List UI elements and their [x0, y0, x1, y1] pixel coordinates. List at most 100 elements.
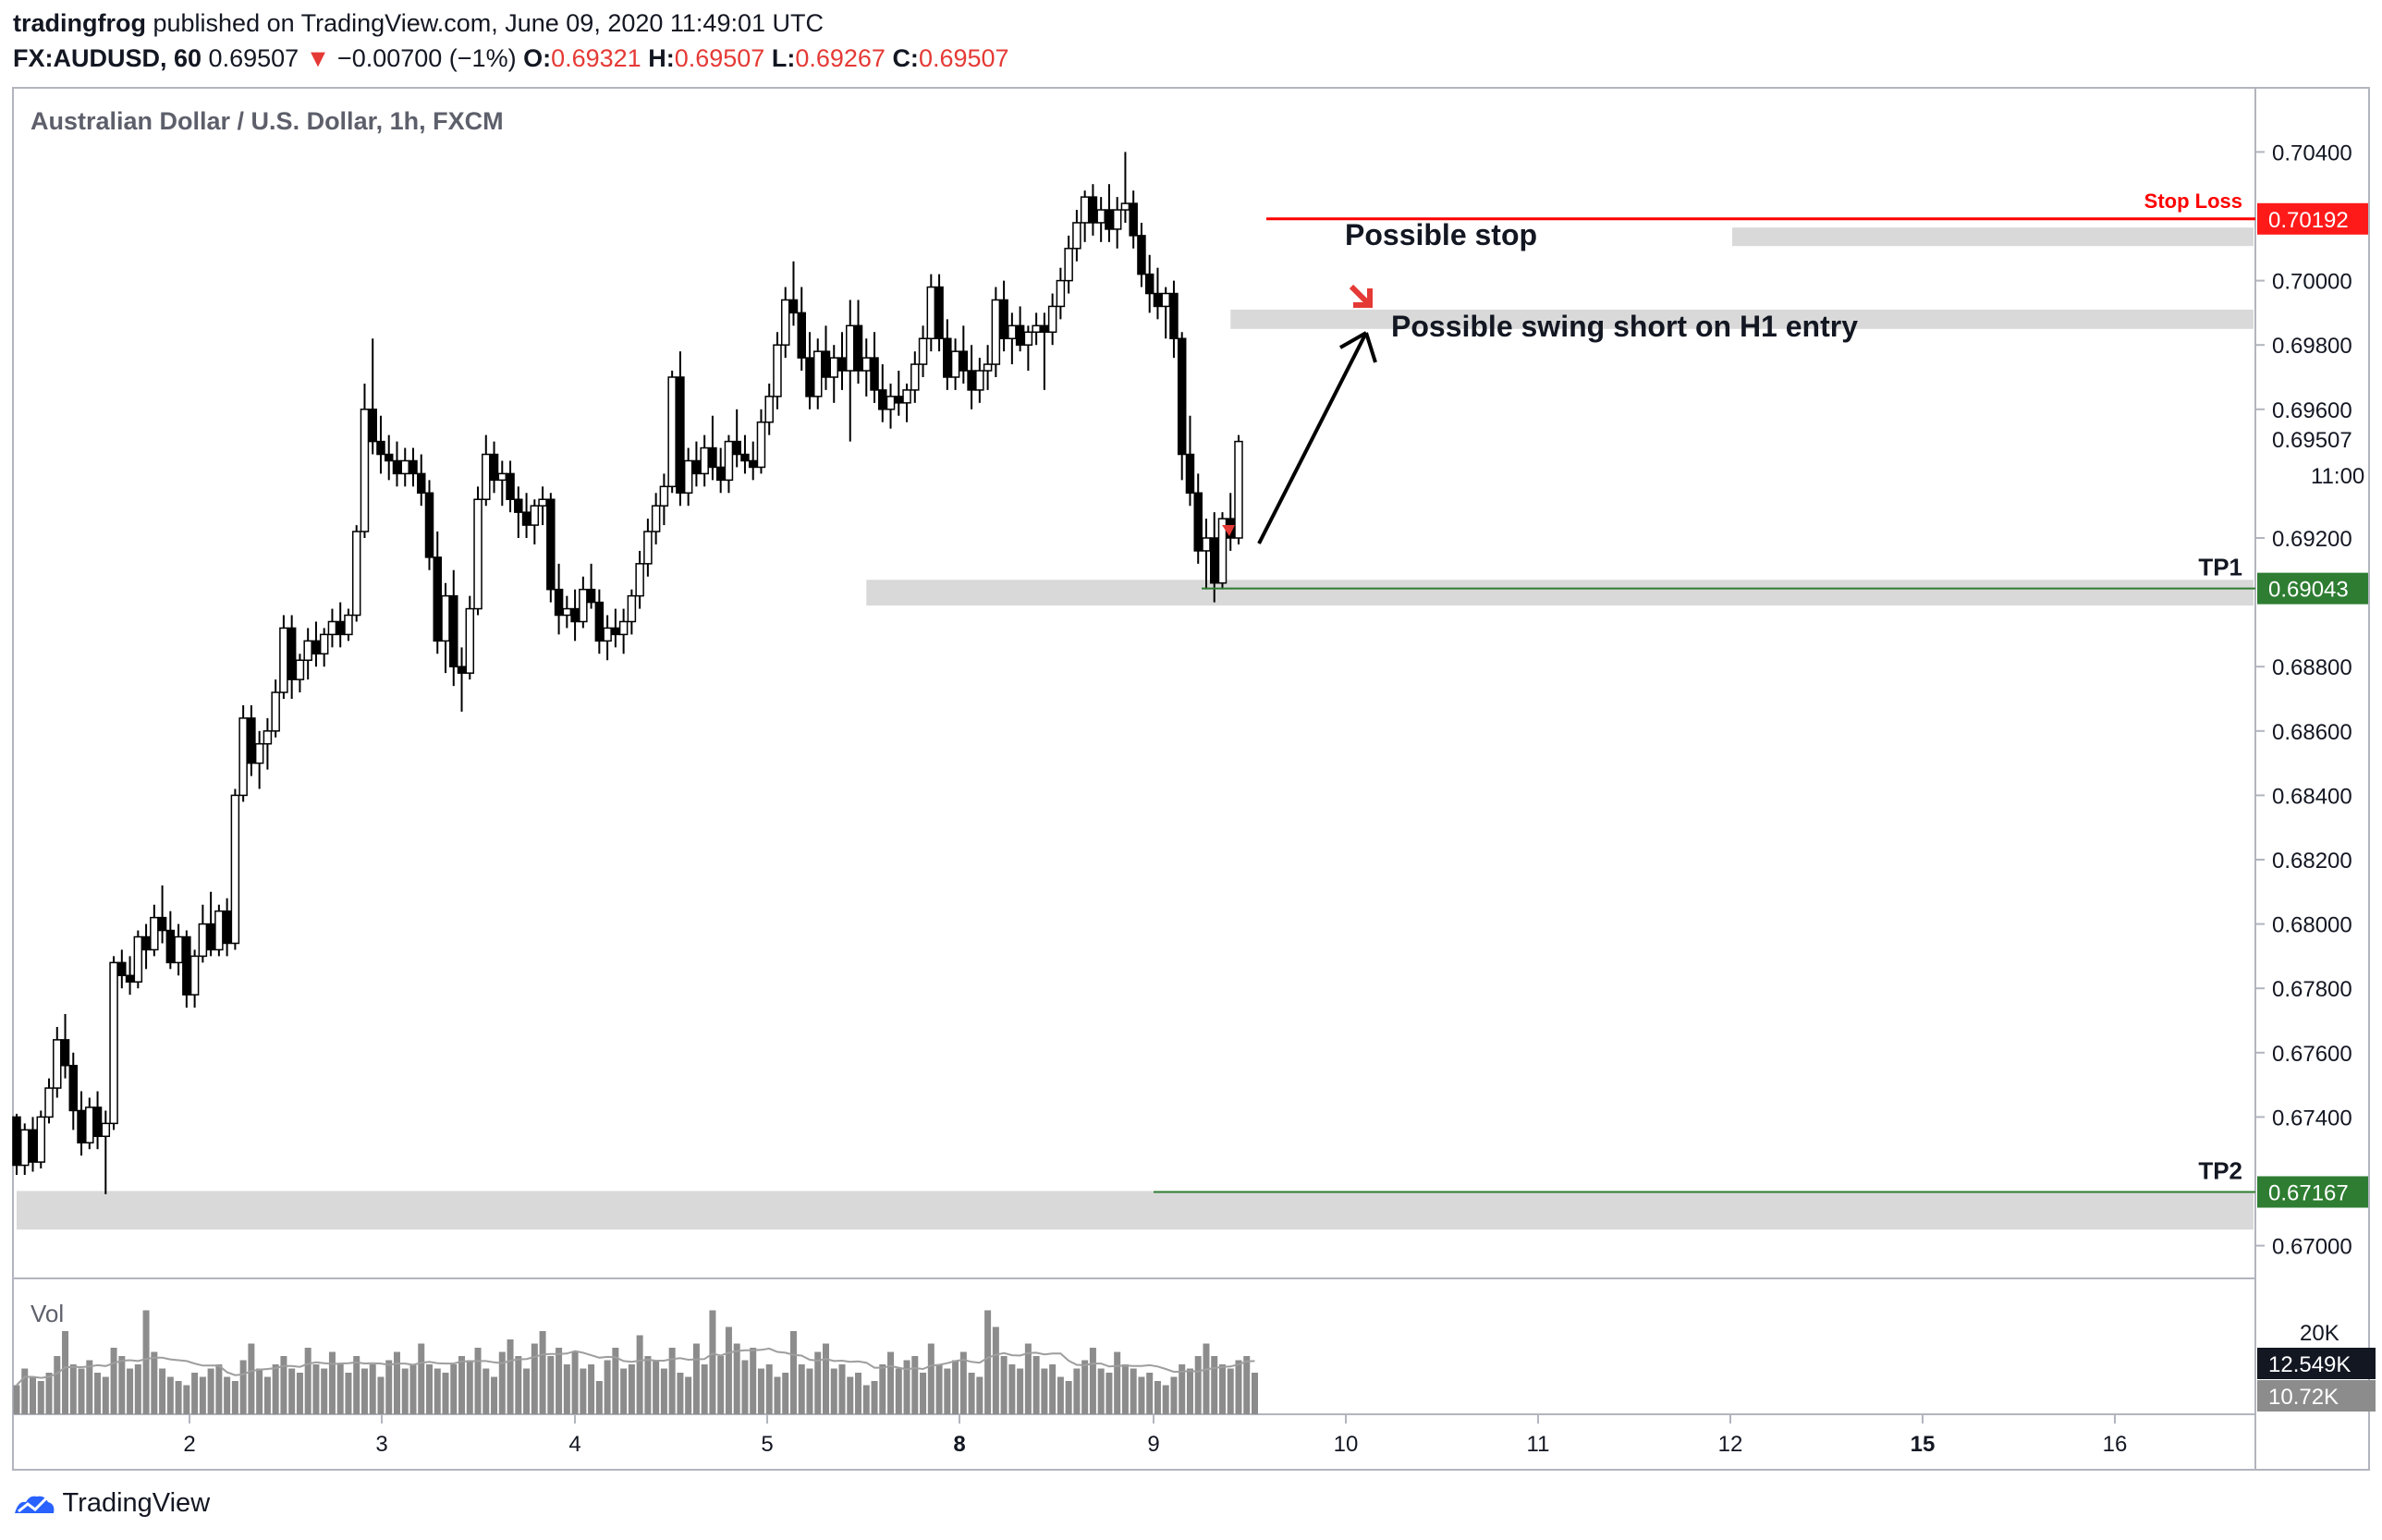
author-name[interactable]: tradingfrog	[13, 9, 146, 37]
candle-body	[635, 563, 644, 597]
candle-body	[821, 350, 831, 378]
volume-bar	[248, 1343, 255, 1414]
volume-bar	[830, 1368, 837, 1414]
volume-bar	[798, 1364, 805, 1414]
volume-ma-label: 10.72K	[2268, 1385, 2339, 1410]
volume-bar	[1162, 1385, 1169, 1414]
volume-bar	[37, 1381, 44, 1414]
volume-bar	[328, 1351, 336, 1414]
volume-bar	[952, 1360, 959, 1414]
volume-bar	[1032, 1356, 1040, 1414]
volume-bar	[1097, 1368, 1105, 1414]
candle-body	[579, 588, 588, 623]
volume-bar	[21, 1368, 29, 1414]
chart-frame	[12, 87, 2256, 1471]
candle-body	[740, 453, 750, 462]
volume-bar	[321, 1368, 328, 1414]
volume-bar	[539, 1331, 546, 1414]
volume-bar	[474, 1348, 482, 1414]
price-tick-label: 0.67800	[2272, 977, 2352, 1002]
candle-body	[344, 614, 353, 636]
candle-body	[351, 531, 361, 617]
volume-bar	[224, 1376, 231, 1414]
volume-bar	[782, 1373, 789, 1414]
level-price-label: 0.69043	[2268, 578, 2349, 603]
candle-body	[117, 961, 127, 977]
candle-body	[53, 1039, 62, 1089]
candle-body	[1096, 209, 1105, 224]
stop-loss-label: Stop Loss	[2144, 189, 2242, 213]
time-tick-label: 9	[1147, 1432, 1159, 1457]
tradingview-logo[interactable]: TradingView	[13, 1488, 210, 1519]
candle-body	[886, 396, 896, 410]
candle-body	[618, 620, 629, 636]
volume-bar	[183, 1385, 190, 1414]
candle-body	[174, 935, 183, 964]
volume-bar	[1235, 1360, 1242, 1414]
candle-body	[983, 363, 993, 372]
candle-body	[1072, 222, 1081, 250]
volume-bar	[677, 1373, 684, 1414]
candle-body	[222, 910, 232, 945]
candle-body	[861, 357, 872, 372]
short-marker-icon	[1349, 284, 1373, 308]
volume-bar	[466, 1360, 473, 1414]
price-tick-label: 0.68400	[2272, 784, 2352, 809]
possible-entry-text: Possible swing short on H1 entry	[1391, 310, 1858, 343]
candle-body	[1161, 292, 1170, 308]
volume-bar	[733, 1343, 740, 1414]
volume-bar	[620, 1368, 628, 1414]
candle-body	[441, 594, 450, 642]
volume-bar	[401, 1368, 409, 1414]
candle-body	[732, 440, 741, 456]
candle-body	[376, 440, 385, 456]
volume-bar	[757, 1368, 764, 1414]
candle-body	[1120, 202, 1130, 211]
last-price: 0.69507	[208, 44, 299, 72]
candle-body	[708, 446, 717, 469]
candle-body	[748, 459, 758, 469]
volume-bar	[959, 1351, 967, 1414]
candle-body	[894, 396, 904, 404]
volume-bar	[1057, 1376, 1064, 1414]
candle-body	[853, 324, 863, 372]
instrument-title: Australian Dollar / U.S. Dollar, 1h, FXC…	[31, 107, 504, 135]
candle-body	[157, 916, 167, 932]
candle-body	[311, 640, 321, 655]
volume-bar	[556, 1348, 563, 1414]
candle-body	[1015, 324, 1025, 346]
level-price-badge	[2257, 202, 2368, 235]
time-tick-label: 4	[568, 1432, 580, 1457]
volume-bar	[855, 1373, 862, 1414]
volume-bar	[717, 1356, 725, 1414]
candle-body	[514, 498, 523, 513]
publish-text: published on TradingView.com, June 09, 2…	[153, 9, 824, 37]
candle-body	[303, 640, 312, 661]
volume-bar	[345, 1373, 352, 1414]
take-profit-label: TP1	[2198, 554, 2242, 581]
volume-bar	[1049, 1364, 1057, 1414]
candle-body	[150, 916, 159, 951]
volume-bar	[69, 1364, 77, 1414]
tradingview-brand: TradingView	[62, 1488, 211, 1518]
candle-body	[975, 370, 984, 391]
price-tick-label: 0.70400	[2272, 141, 2352, 165]
volume-bar	[1138, 1376, 1145, 1414]
volume-bar	[207, 1368, 214, 1414]
volume-bar	[199, 1376, 206, 1414]
volume-bar	[887, 1351, 895, 1414]
candle-body	[214, 910, 224, 951]
price-change: −0.00700 (−1%)	[336, 44, 517, 72]
candle-body	[409, 459, 418, 475]
price-tick-label: 0.69800	[2272, 334, 2352, 359]
high-label: H:	[648, 44, 675, 72]
candle-body	[247, 717, 256, 764]
volume-bar	[1041, 1368, 1048, 1414]
price-tick-label: 0.69600	[2272, 398, 2352, 423]
candle-body	[368, 409, 377, 443]
candle-body	[1137, 235, 1146, 275]
volume-bar	[418, 1343, 425, 1414]
candle-body	[1217, 518, 1228, 584]
candle-body	[700, 446, 709, 475]
